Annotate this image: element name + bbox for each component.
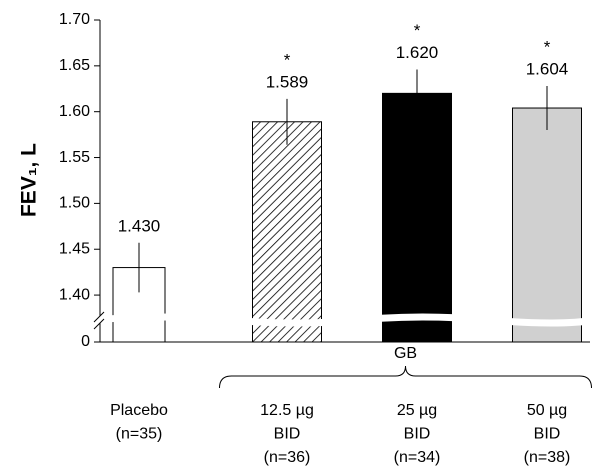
y-axis-label: FEV₁, L: [18, 143, 41, 217]
x-tick-label: BID: [404, 426, 431, 443]
y-tick-label: 0: [81, 333, 90, 350]
x-tick-label: (n=36): [264, 449, 311, 466]
y-tick-label: 1.65: [59, 57, 90, 74]
significance-mark: *: [414, 21, 421, 40]
significance-mark: *: [544, 38, 551, 57]
x-tick-label: Placebo: [110, 402, 168, 419]
value-label: 1.604: [526, 60, 569, 79]
x-tick-label: BID: [274, 426, 301, 443]
y-tick-label: 1.70: [59, 11, 90, 28]
y-tick-label: 1.60: [59, 103, 90, 120]
break-mark: [93, 318, 105, 330]
group-label: GB: [394, 345, 417, 362]
x-tick-label: BID: [534, 426, 561, 443]
axis-break: [94, 313, 596, 327]
x-tick-label: 50 µg: [527, 402, 567, 419]
value-label: 1.589: [266, 72, 309, 91]
x-tick-label: (n=34): [394, 449, 441, 466]
y-tick-label: 1.50: [59, 195, 90, 212]
x-tick-label: (n=38): [524, 449, 571, 466]
bar: [512, 107, 582, 343]
bar: [252, 121, 322, 343]
y-tick-label: 1.55: [59, 149, 90, 166]
group-bracket: [219, 365, 592, 389]
y-tick-label: 1.45: [59, 240, 90, 257]
value-label: 1.430: [118, 216, 161, 235]
y-tick-label: 1.40: [59, 286, 90, 303]
x-tick-label: 12.5 µg: [260, 402, 314, 419]
significance-mark: *: [284, 50, 291, 69]
break-mark: [93, 311, 105, 323]
bar: [382, 92, 452, 343]
value-label: 1.620: [396, 43, 439, 62]
x-tick-label: 25 µg: [397, 402, 437, 419]
x-tick-label: (n=35): [116, 426, 163, 443]
